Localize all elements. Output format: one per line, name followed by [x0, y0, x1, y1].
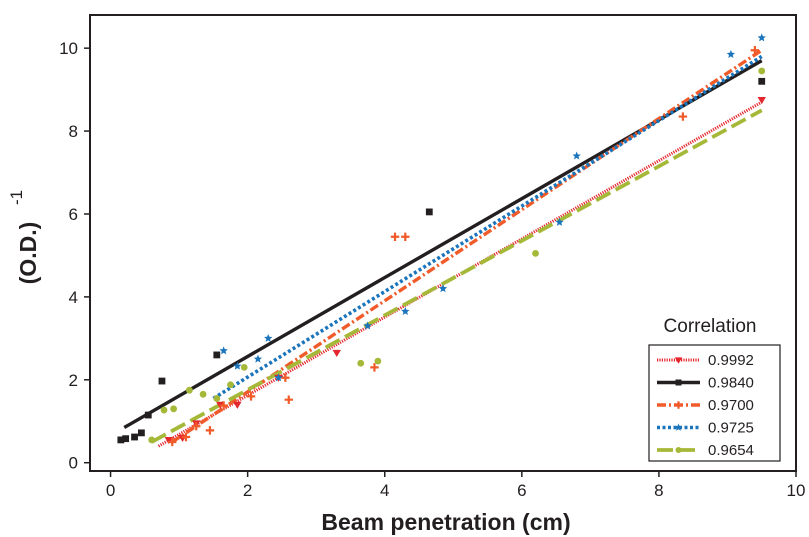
data-point — [148, 436, 156, 444]
y-tick-label: 2 — [69, 371, 78, 390]
plot-area-frame — [89, 14, 797, 472]
data-point — [674, 423, 683, 431]
data-point — [233, 361, 242, 370]
legend-box — [648, 344, 781, 462]
data-point — [246, 392, 256, 401]
data-point — [674, 357, 683, 364]
fit-line-0.9992 — [157, 100, 763, 448]
data-point — [158, 377, 166, 385]
data-point — [675, 379, 682, 386]
data-point — [674, 401, 683, 409]
x-tick-label: 2 — [243, 481, 252, 500]
y-tick-label: 8 — [69, 122, 78, 141]
data-point — [374, 357, 382, 365]
y-axis-label-group: (O.D.) -1 — [7, 190, 41, 284]
data-point — [185, 386, 193, 394]
data-point — [390, 232, 400, 241]
data-point — [274, 373, 283, 382]
data-point — [363, 321, 372, 330]
fit-line-0.9700 — [171, 48, 763, 444]
legend: Correlation 0.9992 0.9840 0.9700 0.9725 0.96… — [648, 316, 781, 462]
data-point — [264, 333, 273, 342]
data-point — [758, 77, 766, 85]
y-tick-label: 0 — [69, 454, 78, 473]
legend-label: 0.9700 — [708, 397, 754, 414]
data-point — [213, 395, 221, 402]
legend-label: 0.9725 — [708, 420, 754, 437]
x-tick-label: 6 — [517, 481, 526, 500]
legend-title: Correlation — [664, 316, 757, 337]
data-point — [532, 249, 539, 257]
y-tick-label: 4 — [69, 288, 78, 307]
data-point — [758, 67, 766, 75]
data-point — [122, 435, 130, 443]
data-point — [131, 433, 138, 441]
fit-lines — [123, 48, 763, 448]
data-point — [757, 33, 766, 42]
data-point — [284, 395, 293, 404]
data-point — [233, 401, 242, 409]
y-axis-label: (O.D.) — [15, 222, 41, 285]
legend-label: 0.9654 — [708, 442, 754, 459]
x-tick-label: 8 — [654, 481, 663, 500]
y-axis: 0 2 4 6 8 10 — [59, 39, 90, 473]
legend-label: 0.9992 — [708, 352, 754, 369]
data-point — [205, 426, 215, 435]
data-point — [438, 284, 448, 293]
data-point — [117, 436, 125, 444]
y-axis-label-superscript: -1 — [7, 190, 26, 205]
data-point — [240, 363, 248, 371]
data-point — [401, 232, 410, 241]
data-point — [555, 217, 564, 226]
data-point — [757, 97, 766, 105]
data-point — [160, 406, 168, 414]
legend-entries: 0.9992 0.9840 0.9700 0.9725 0.9654 — [657, 352, 754, 459]
data-point — [572, 151, 581, 160]
x-tick-label: 10 — [787, 481, 806, 500]
data-point — [281, 373, 290, 382]
data-point — [219, 401, 228, 410]
data-point — [168, 437, 177, 447]
data-point — [170, 405, 178, 413]
data-point — [138, 429, 145, 437]
data-point — [675, 447, 682, 453]
data-point — [678, 112, 688, 121]
data-point — [401, 307, 410, 315]
x-tick-label: 4 — [380, 481, 389, 500]
x-axis: 0 2 4 6 8 10 — [106, 471, 806, 500]
data-point — [192, 422, 201, 431]
data-point — [213, 351, 221, 359]
data-markers — [117, 33, 766, 447]
x-axis-label: Beam penetration (cm) — [321, 509, 570, 535]
legend-label: 0.9840 — [708, 375, 754, 392]
data-point — [144, 411, 152, 419]
x-tick-label: 0 — [106, 481, 115, 500]
data-point — [357, 359, 365, 367]
data-point — [164, 436, 174, 445]
data-point — [332, 349, 341, 358]
fit-line-0.9654 — [150, 108, 763, 444]
data-point — [227, 381, 234, 389]
data-point — [726, 49, 736, 58]
data-point — [370, 363, 379, 372]
data-point — [750, 46, 760, 55]
data-point — [425, 208, 433, 216]
data-point — [219, 346, 228, 355]
data-point — [253, 354, 263, 363]
y-tick-label: 6 — [69, 205, 78, 224]
data-point — [181, 432, 191, 442]
y-tick-label: 10 — [59, 39, 78, 58]
data-point — [199, 390, 207, 398]
